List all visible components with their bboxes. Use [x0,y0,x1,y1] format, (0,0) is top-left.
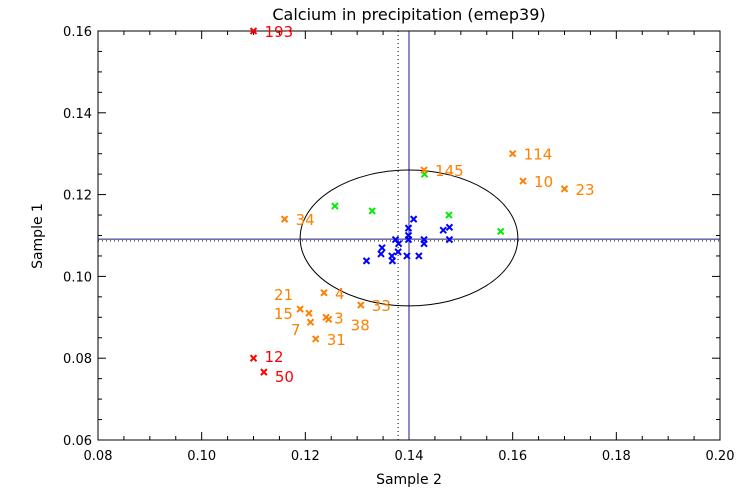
data-point-blue [404,224,413,232]
data-point-label: 10 [534,173,553,191]
data-point-label: 4 [335,285,345,303]
data-point-orange [560,185,569,193]
data-point-label: 31 [327,331,346,349]
data-point-blue [362,257,371,265]
data-point-orange [508,149,517,158]
data-point-orange [357,301,365,309]
y-tick-label: 0.14 [63,107,92,122]
data-point-blue [403,252,411,260]
data-point-blue [445,223,454,232]
data-point-red [249,27,258,35]
data-point-label: 193 [265,23,294,41]
data-point-green [368,207,376,215]
x-tick-label: 0.18 [602,449,631,464]
data-point-label: 7 [291,321,301,339]
data-point-blue [404,235,413,244]
data-point-blue [420,239,428,248]
data-point-label: 145 [435,162,464,180]
data-point-label: 50 [275,368,294,386]
data-point-orange [420,166,428,174]
data-point-blue [439,226,447,234]
x-tick-label: 0.10 [187,449,216,464]
data-point-blue [378,244,386,252]
y-tick-label: 0.12 [63,189,92,204]
data-point-label: 33 [372,297,391,315]
data-point-label: 23 [576,181,595,199]
plot-area: 0.08 0.10 0.12 0.14 0.16 0.18 0.200.060.080.10… [63,23,734,464]
data-point-blue [394,248,402,256]
x-tick-label: 0.12 [291,449,320,464]
y-tick-label: 0.06 [63,434,92,449]
data-point-blue [377,250,385,258]
data-point-green [497,227,505,236]
x-axis-label: Sample 2 [376,472,442,488]
data-point-label: 15 [274,305,293,323]
data-point-label: 38 [351,316,370,334]
data-point-label: 12 [265,348,284,366]
data-point-orange [306,318,315,326]
data-point-orange [280,215,289,223]
data-point-label: 21 [274,286,293,304]
y-axis-label: Sample 1 [30,203,46,269]
x-tick-label: 0.08 [84,449,113,464]
data-point-green [445,211,453,219]
y-tick-label: 0.08 [63,352,92,367]
data-point-label: 34 [296,211,315,229]
data-point-orange [305,309,313,317]
data-point-label: 114 [524,146,553,164]
data-point-orange [519,177,527,185]
y-tick-label: 0.10 [63,270,92,285]
data-point-orange [311,335,320,343]
data-point-blue [409,215,418,223]
data-point-red [249,354,258,362]
data-point-red [260,368,268,376]
x-tick-label: 0.16 [498,449,527,464]
y-tick-label: 0.16 [63,25,92,40]
x-tick-label: 0.14 [395,449,424,464]
data-point-blue [394,239,403,248]
data-point-label: 3 [334,309,344,327]
data-point-orange [296,305,304,313]
data-point-green [331,202,339,210]
data-point-orange [320,289,328,297]
x-tick-label: 0.20 [706,449,735,464]
chart-title: Calcium in precipitation (emep39) [272,5,545,24]
confidence-ellipse [299,169,519,307]
data-point-blue [445,235,454,244]
data-point-blue [388,257,397,265]
data-point-blue [415,252,423,260]
data-point-orange [324,315,333,324]
